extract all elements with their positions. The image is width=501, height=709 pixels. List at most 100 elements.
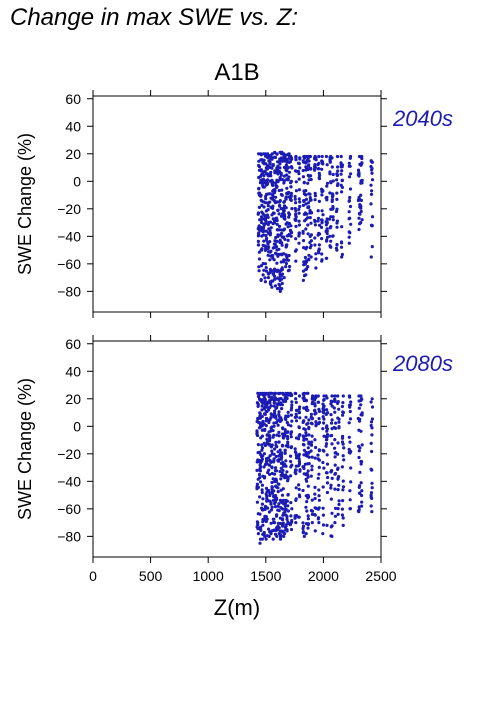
data-point — [370, 510, 374, 514]
data-point — [268, 258, 272, 262]
data-point — [277, 247, 281, 251]
data-point — [269, 404, 273, 408]
data-point — [263, 214, 267, 218]
data-point — [369, 467, 373, 471]
data-point — [306, 421, 310, 425]
data-point — [266, 223, 270, 227]
data-point — [317, 506, 321, 510]
data-point — [306, 454, 310, 458]
data-point — [289, 459, 293, 464]
data-point — [335, 173, 339, 178]
data-point — [322, 398, 326, 402]
scenario-label: A1B — [214, 59, 259, 86]
data-point — [307, 253, 311, 257]
data-point — [313, 219, 317, 224]
data-point — [267, 534, 271, 539]
data-point — [304, 433, 308, 438]
data-point — [325, 408, 329, 412]
data-point — [277, 200, 281, 204]
data-point — [283, 428, 287, 432]
data-point — [302, 393, 306, 397]
data-point — [280, 159, 284, 163]
data-point — [273, 398, 278, 402]
data-point — [316, 167, 320, 171]
data-point — [304, 189, 308, 193]
data-point — [294, 180, 298, 184]
data-point — [278, 448, 282, 452]
data-point — [317, 472, 321, 476]
data-point — [302, 419, 306, 423]
data-point — [317, 494, 321, 498]
data-point — [264, 424, 268, 428]
data-point — [282, 534, 286, 539]
y-tick-label: 20 — [65, 146, 81, 162]
data-point — [278, 162, 282, 166]
data-point — [359, 413, 363, 417]
data-point — [260, 537, 264, 541]
data-point — [279, 453, 283, 457]
data-point — [360, 443, 364, 447]
data-point — [347, 235, 351, 239]
data-point — [370, 417, 374, 421]
data-point — [288, 264, 292, 269]
data-point — [325, 523, 329, 528]
period-label: 2080s — [392, 351, 453, 376]
data-point — [286, 392, 290, 396]
data-point — [274, 416, 278, 420]
data-point — [310, 464, 314, 468]
data-point — [272, 489, 276, 493]
data-point — [320, 237, 324, 241]
data-point — [285, 528, 289, 532]
data-point — [325, 437, 329, 441]
data-point — [329, 225, 333, 229]
data-point — [305, 509, 309, 513]
data-point — [268, 437, 272, 441]
data-point — [334, 421, 338, 425]
data-point — [332, 425, 336, 430]
data-point — [347, 161, 351, 165]
data-point — [283, 507, 287, 511]
data-point — [359, 198, 363, 202]
data-point — [263, 412, 267, 416]
data-point — [310, 434, 314, 438]
data-point — [360, 161, 364, 165]
data-point — [262, 239, 266, 243]
data-point — [283, 432, 287, 436]
data-point — [297, 231, 301, 235]
data-point — [259, 278, 263, 282]
data-point — [263, 427, 267, 432]
data-point — [269, 521, 273, 525]
data-point — [369, 420, 374, 424]
data-point — [370, 449, 374, 454]
data-point — [348, 489, 352, 493]
x-tick-label: 2500 — [365, 568, 396, 584]
data-point — [313, 438, 317, 442]
data-point — [297, 188, 301, 192]
data-point — [319, 225, 324, 229]
data-point — [348, 156, 352, 160]
data-point — [370, 189, 374, 193]
data-point — [339, 172, 343, 176]
data-point — [280, 188, 284, 192]
data-point — [297, 407, 301, 411]
data-point — [360, 504, 364, 508]
data-point — [283, 449, 287, 453]
data-point — [370, 405, 375, 409]
data-point — [261, 273, 265, 277]
data-point — [264, 266, 268, 270]
data-point — [271, 435, 275, 439]
data-point — [370, 224, 374, 228]
data-point — [271, 477, 275, 481]
data-point — [370, 178, 375, 182]
data-point — [321, 213, 325, 217]
data-point — [277, 430, 281, 434]
y-tick-label: 40 — [65, 118, 81, 134]
data-point — [265, 405, 269, 409]
y-tick-label: −20 — [57, 201, 81, 217]
data-point — [348, 231, 352, 235]
data-point — [272, 404, 276, 408]
data-point — [289, 393, 293, 398]
data-point — [284, 524, 288, 528]
data-point — [294, 521, 298, 525]
data-point — [284, 157, 288, 161]
